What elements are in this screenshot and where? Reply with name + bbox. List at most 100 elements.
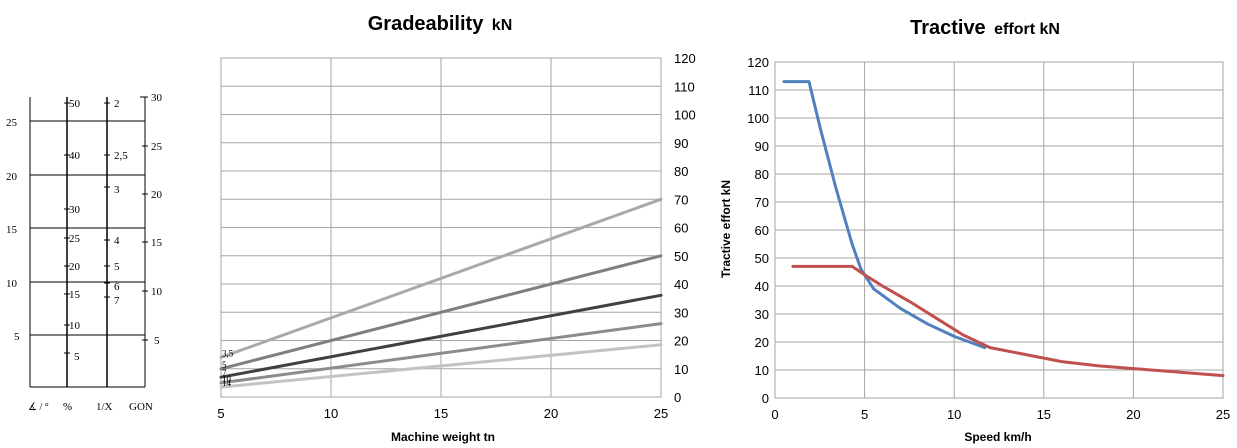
tractive-x-ticks: 0 5 10 15 20 25 — [771, 407, 1230, 422]
tractive-y-tick: 80 — [755, 167, 769, 182]
tractive-title-main: Tractive — [910, 17, 986, 39]
gradeability-x-tick: 25 — [654, 406, 668, 421]
gradeability-x-ticks: 5 10 15 20 25 — [217, 406, 668, 421]
tractive-y-tick: 20 — [755, 335, 769, 350]
gradeability-x-axis-label: Machine weight tn — [391, 430, 495, 444]
gradeability-series-line-1 — [219, 197, 663, 359]
gradeability-series — [219, 197, 663, 389]
tractive-y-tick: 30 — [755, 307, 769, 322]
gradeability-y-tick: 90 — [674, 136, 688, 151]
tractive-y-tick: 110 — [748, 83, 769, 98]
nomogram-gon-tick: 30 — [151, 92, 163, 104]
nomogram-pct-tick: 10 — [69, 320, 81, 332]
slope-nomogram: 25 20 15 10 5 50 40 30 25 20 15 10 5 2 — [6, 92, 163, 413]
nomogram-ratio-tick: 7 — [114, 295, 120, 307]
gradeability-series-line-4 — [219, 322, 663, 385]
tractive-x-tick: 10 — [947, 407, 961, 422]
nomogram-pct-tick: 40 — [69, 150, 81, 162]
tractive-y-tick: 40 — [755, 279, 769, 294]
tractive-y-axis-label: Tractive effort kN — [719, 180, 733, 278]
nomogram-ratio-tick: 3 — [114, 184, 120, 196]
gradeability-line-label: 5 — [222, 360, 227, 370]
tractive-y-tick: 0 — [762, 391, 769, 406]
tractive-y-tick: 70 — [755, 195, 769, 210]
gradeability-x-tick: 20 — [544, 406, 558, 421]
gradeability-y-tick: 0 — [674, 390, 681, 405]
tractive-x-tick: 15 — [1037, 407, 1051, 422]
nomogram-deg-tick: 15 — [6, 224, 18, 236]
gradeability-y-tick: 20 — [674, 334, 688, 349]
nomogram-gon-tick: 5 — [154, 335, 160, 347]
tractive-title: Tractive effort kN — [910, 17, 1060, 39]
gradeability-title-unit: kN — [492, 17, 512, 34]
nomogram-pct-tick: 20 — [69, 261, 81, 273]
nomogram-label-gon: GON — [129, 401, 153, 413]
gradeability-y-tick: 60 — [674, 221, 688, 236]
nomogram-gon-tick: 25 — [151, 141, 163, 153]
nomogram-deg-tick: 10 — [6, 278, 18, 290]
nomogram-deg-tick: 20 — [6, 171, 18, 183]
tractive-y-tick: 90 — [755, 139, 769, 154]
tractive-grid — [774, 61, 1224, 399]
nomogram-pct-tick: 50 — [69, 98, 81, 110]
tractive-y-tick: 60 — [755, 223, 769, 238]
tractive-effort-chart: Tractive effort kN 0 5 10 15 20 25 0 10 20 30 40 5… — [719, 17, 1230, 444]
tractive-title-unit: effort kN — [994, 21, 1060, 38]
tractive-x-tick: 25 — [1216, 407, 1230, 422]
gradeability-y-ticks: 0 10 20 30 40 50 60 70 80 90 100 110 120 — [674, 51, 696, 405]
nomogram-label-ratio: 1/X — [96, 401, 113, 413]
tractive-series — [782, 80, 1225, 378]
gradeability-y-tick: 30 — [674, 305, 688, 320]
tractive-y-tick: 120 — [747, 55, 769, 70]
tractive-x-axis-label: Speed km/h — [964, 430, 1031, 444]
nomogram-pct-tick: 30 — [69, 204, 81, 216]
tractive-series-line-1 — [782, 80, 987, 350]
nomogram-ratio-tick: 2 — [114, 98, 120, 110]
tractive-y-tick: 100 — [747, 111, 769, 126]
nomogram-ratio-tick: 5 — [114, 261, 120, 273]
gradeability-series-line-3 — [219, 293, 663, 379]
nomogram-ratio-tick: 6 — [114, 281, 120, 293]
nomogram-gon-tick: 20 — [151, 189, 163, 201]
gradeability-y-tick: 80 — [674, 164, 688, 179]
gradeability-series-line-2 — [219, 254, 663, 371]
nomogram-deg-tick: 5 — [14, 331, 20, 343]
nomogram-gon-tick: 15 — [151, 237, 163, 249]
nomogram-label-degrees: ∡ / ° — [28, 402, 49, 413]
nomogram-angle-lines — [30, 120, 145, 336]
gradeability-title: Gradeability kN — [368, 13, 513, 35]
gradeability-y-tick: 40 — [674, 277, 688, 292]
gradeability-y-tick: 50 — [674, 249, 688, 264]
gradeability-grid — [220, 57, 662, 398]
tractive-series-line-2 — [791, 264, 1225, 378]
gradeability-line-label: 14 — [222, 378, 232, 388]
gradeability-y-tick: 110 — [674, 79, 695, 94]
gradeability-line-label: 7 — [222, 368, 227, 378]
gradeability-y-tick: 120 — [674, 51, 696, 66]
tractive-x-tick: 0 — [771, 407, 778, 422]
nomogram-pct-tick: 15 — [69, 289, 81, 301]
gradeability-y-tick: 70 — [674, 192, 688, 207]
gradeability-series-line-5 — [219, 343, 663, 389]
gradeability-x-tick: 15 — [434, 406, 448, 421]
nomogram-ratio-tick: 4 — [114, 235, 120, 247]
nomogram-gon-tick: 10 — [151, 286, 163, 298]
tractive-y-tick: 50 — [755, 251, 769, 266]
gradeability-y-tick: 10 — [674, 362, 688, 377]
nomogram-deg-tick: 25 — [6, 117, 18, 129]
gradeability-x-tick: 10 — [324, 406, 338, 421]
tractive-y-ticks: 0 10 20 30 40 50 60 70 80 90 100 110 120 — [747, 55, 769, 406]
tractive-x-tick: 5 — [861, 407, 868, 422]
nomogram-pct-tick: 5 — [74, 351, 80, 363]
gradeability-chart: Gradeability kN 5 10 15 20 25 0 10 20 30 40 50 60 7… — [217, 13, 695, 444]
tractive-x-tick: 20 — [1126, 407, 1140, 422]
tractive-y-tick: 10 — [755, 363, 769, 378]
gradeability-y-tick: 100 — [674, 108, 696, 123]
gradeability-line-label: 10 — [222, 374, 232, 384]
nomogram-pct-tick: 25 — [69, 233, 81, 245]
nomogram-label-percent: % — [63, 401, 72, 413]
gradeability-title-main: Gradeability — [368, 13, 484, 35]
gradeability-line-label: 3,5 — [222, 348, 234, 358]
